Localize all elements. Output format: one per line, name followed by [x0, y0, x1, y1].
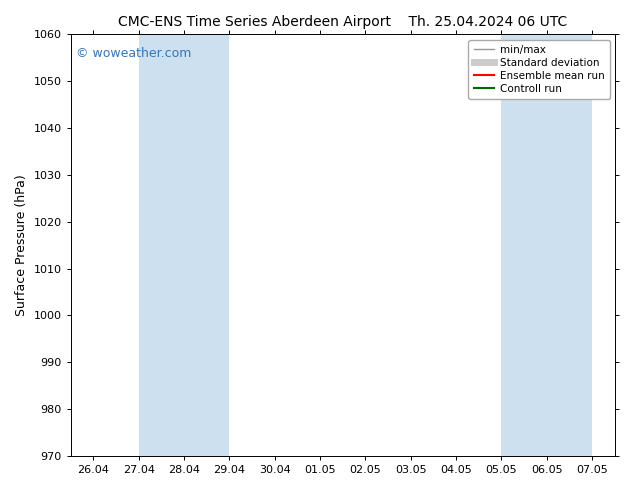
Bar	[501, 34, 547, 456]
Title: CMC-ENS Time Series Aberdeen Airport    Th. 25.04.2024 06 UTC: CMC-ENS Time Series Aberdeen Airport Th.…	[118, 15, 567, 29]
Bar	[184, 34, 230, 456]
Bar	[547, 34, 592, 456]
Text: © woweather.com: © woweather.com	[76, 47, 191, 60]
Legend: min/max, Standard deviation, Ensemble mean run, Controll run: min/max, Standard deviation, Ensemble me…	[469, 40, 610, 99]
Y-axis label: Surface Pressure (hPa): Surface Pressure (hPa)	[15, 174, 28, 316]
Bar	[139, 34, 184, 456]
